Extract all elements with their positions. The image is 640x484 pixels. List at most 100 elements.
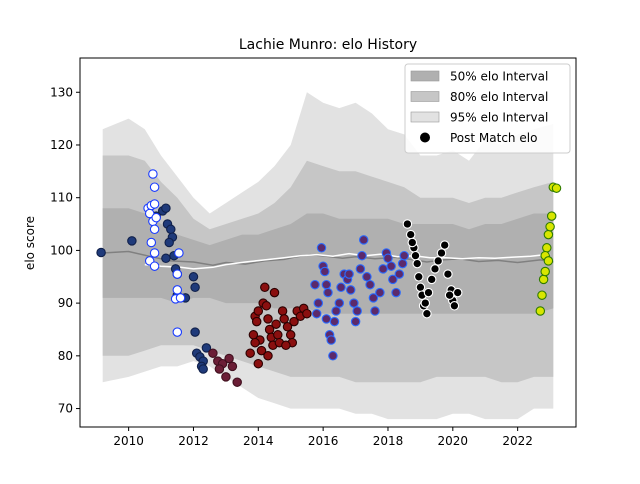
data-point-s6-12 — [426, 274, 437, 285]
data-point-s3-1 — [208, 348, 218, 358]
data-point-s3-8 — [214, 364, 225, 374]
data-point-s5-24 — [358, 235, 369, 245]
data-point-s1-15 — [190, 282, 200, 293]
data-point-s5-33 — [386, 261, 396, 271]
x-tick-label: 2016 — [308, 434, 339, 448]
plot-frame — [79, 57, 577, 428]
legend-marker-4 — [420, 132, 430, 143]
data-point-s2-16 — [172, 285, 183, 295]
data-point-s5-38 — [399, 250, 409, 261]
legend-label-1: 50% elo Interval — [450, 70, 548, 84]
data-point-s5-32 — [383, 253, 393, 264]
legend-swatch-2 — [410, 91, 440, 102]
legend-label-4: Post Match elo — [450, 131, 537, 145]
x-tick-label: 2012 — [178, 434, 209, 448]
data-point-s6-15 — [436, 248, 447, 258]
data-point-s5-20 — [350, 316, 361, 327]
data-point-s5-14 — [334, 298, 345, 308]
data-point-s5-18 — [345, 285, 356, 295]
data-point-s2-18 — [175, 293, 186, 303]
data-point-s7-5 — [542, 243, 552, 253]
data-point-s4-22 — [279, 314, 289, 324]
data-point-s6-6 — [414, 272, 424, 282]
data-point-s5-37 — [397, 258, 408, 269]
y-tick-label: 100 — [50, 243, 73, 257]
data-point-s4-24 — [285, 330, 296, 340]
chart-title: Lachie Munro: elo History — [239, 37, 417, 53]
x-tick-label: 2018 — [373, 434, 404, 448]
data-point-s7-1 — [535, 306, 546, 316]
legend-box — [404, 63, 571, 154]
data-point-s3-6 — [221, 372, 231, 382]
data-point-s2-19 — [172, 327, 183, 337]
data-point-s5-26 — [365, 279, 375, 290]
data-point-s4-12 — [263, 314, 273, 324]
data-point-s2-10 — [146, 237, 157, 248]
data-point-s5-8 — [321, 314, 332, 324]
y-axis-label: elo score — [23, 216, 37, 270]
data-point-s4-16 — [263, 351, 273, 361]
data-point-s5-13 — [331, 306, 341, 316]
data-point-s1-11 — [161, 253, 171, 264]
y-tick-label: 120 — [50, 138, 73, 152]
data-point-s6-2 — [405, 229, 416, 240]
data-point-s1-9 — [164, 237, 174, 248]
data-point-s2-15 — [172, 269, 183, 279]
data-point-s6-21 — [452, 287, 463, 298]
data-point-s6-24 — [444, 290, 455, 300]
legend-label-2: 80% elo Interval — [450, 90, 548, 104]
data-point-s5-34 — [388, 274, 398, 285]
data-point-s2-1 — [148, 169, 158, 179]
data-point-s4-5 — [251, 316, 262, 327]
data-point-s5-36 — [394, 269, 405, 279]
data-point-s7-8 — [546, 211, 557, 221]
data-point-s6-14 — [433, 256, 443, 266]
x-tick-label: 2014 — [243, 434, 274, 448]
data-point-s7-4 — [540, 266, 550, 277]
data-point-s5-12 — [329, 316, 340, 327]
data-point-s7-6 — [543, 229, 554, 240]
data-point-s1-2 — [127, 236, 137, 246]
data-point-s4-1 — [245, 348, 255, 358]
trend-line-1 — [102, 250, 554, 266]
data-point-s6-16 — [439, 240, 450, 250]
x-tick-label: 2022 — [502, 434, 533, 448]
data-point-s5-15 — [336, 282, 346, 293]
data-point-s5-2 — [313, 298, 324, 308]
y-tick-label: 130 — [50, 85, 73, 99]
plot-area — [96, 92, 562, 420]
plot-content — [96, 92, 562, 420]
data-point-s5-29 — [375, 287, 385, 298]
data-point-s6-11 — [423, 287, 434, 298]
data-point-s2-14 — [174, 248, 184, 258]
data-point-s1-22 — [201, 343, 212, 353]
data-point-s7-10 — [551, 183, 562, 193]
data-point-s4-26 — [289, 316, 299, 327]
data-point-s5-39 — [311, 308, 322, 319]
data-point-s6-17 — [443, 269, 453, 279]
data-point-s4-17 — [253, 358, 264, 369]
data-point-s2-2 — [149, 182, 160, 192]
data-point-s5-7 — [323, 287, 333, 298]
data-point-s1-24 — [198, 364, 208, 374]
data-point-s4-23 — [282, 322, 293, 332]
data-point-s1-14 — [188, 272, 199, 282]
data-point-s2-9 — [149, 224, 160, 235]
legend-swatch-1 — [410, 70, 440, 82]
data-point-s4-31 — [269, 287, 280, 298]
data-point-s4-30 — [302, 308, 312, 319]
data-point-s5-23 — [357, 250, 367, 261]
data-point-s5-1 — [310, 279, 320, 290]
data-point-s1-5 — [161, 203, 171, 213]
data-point-s2-8 — [151, 212, 161, 223]
data-point-s6-10 — [422, 308, 432, 319]
data-point-s3-5 — [227, 361, 238, 372]
x-tick-label: 2020 — [438, 434, 469, 448]
data-point-s1-1 — [96, 247, 106, 258]
data-point-s5-21 — [352, 306, 362, 316]
trend-line-2 — [144, 252, 551, 270]
data-point-s5-27 — [368, 293, 379, 303]
axes: 2010 2012 2014 2016 2018 2020 2022 70 80 90 100 110… — [50, 57, 577, 448]
y-tick-label: 110 — [50, 191, 73, 205]
